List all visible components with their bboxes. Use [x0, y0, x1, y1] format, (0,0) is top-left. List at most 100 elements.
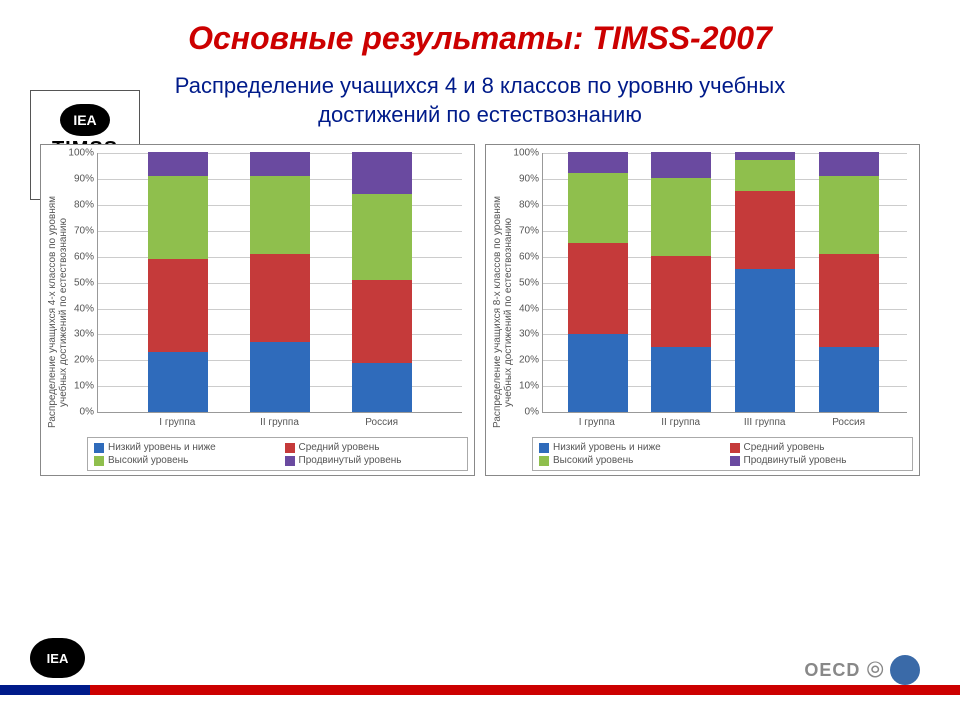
bar	[148, 152, 208, 412]
bar	[651, 152, 711, 412]
legend-swatch-icon	[94, 443, 104, 453]
plot-wrap: 0%10%20%30%40%50%60%70%80%90%100% I групп…	[506, 153, 913, 471]
bar-segment-adv	[819, 152, 879, 175]
ytick-label: 60%	[507, 251, 539, 262]
plot-area: 0%10%20%30%40%50%60%70%80%90%100%	[542, 153, 907, 413]
x-axis: I группаII группаIII группаРоссия	[542, 413, 907, 437]
ytick-label: 20%	[62, 355, 94, 366]
legend-swatch-icon	[539, 456, 549, 466]
ytick-label: 0%	[507, 407, 539, 418]
legend-swatch-icon	[539, 443, 549, 453]
bar-segment-low	[651, 347, 711, 412]
bar	[568, 152, 628, 412]
xtick-label: I группа	[159, 417, 195, 428]
bar-segment-adv	[250, 152, 310, 175]
ytick-label: 40%	[507, 303, 539, 314]
iea-oval-icon: IEA	[60, 104, 110, 136]
bar-segment-adv	[735, 152, 795, 160]
legend-item-adv: Продвинутый уровень	[730, 455, 907, 466]
bar-segment-low	[568, 334, 628, 412]
ytick-label: 100%	[62, 148, 94, 159]
bar-segment-low	[148, 352, 208, 412]
legend-item-low: Низкий уровень и ниже	[94, 442, 271, 453]
ytick-label: 100%	[507, 148, 539, 159]
bar-segment-mid	[651, 256, 711, 347]
bar-segment-low	[352, 363, 412, 412]
legend-label: Продвинутый уровень	[299, 455, 402, 466]
bar-segment-high	[352, 194, 412, 280]
bar-segment-adv	[651, 152, 711, 178]
bar	[735, 152, 795, 412]
legend-item-high: Высокий уровень	[94, 455, 271, 466]
ytick-label: 10%	[507, 381, 539, 392]
legend-label: Средний уровень	[299, 442, 380, 453]
xtick-label: III группа	[744, 417, 786, 428]
xtick-label: II группа	[661, 417, 700, 428]
legend-swatch-icon	[285, 443, 295, 453]
ytick-label: 30%	[62, 329, 94, 340]
legend: Низкий уровень и ниже Средний уровень Высо…	[87, 437, 468, 471]
legend-label: Средний уровень	[744, 442, 825, 453]
legend-item-adv: Продвинутый уровень	[285, 455, 462, 466]
bar-segment-high	[568, 173, 628, 243]
globe-icon: ⦾	[866, 657, 884, 683]
xtick-label: Россия	[365, 417, 398, 428]
bar-segment-high	[250, 176, 310, 254]
legend-label: Высокий уровень	[553, 455, 633, 466]
chart-left: Распределение учащихся 4-х классов по ур…	[40, 144, 475, 476]
legend-swatch-icon	[285, 456, 295, 466]
legend-item-mid: Средний уровень	[730, 442, 907, 453]
ytick-label: 50%	[62, 277, 94, 288]
x-axis: I группа II группа Россия	[97, 413, 462, 437]
y-axis-label: Распределение учащихся 4-х классов по ур…	[47, 153, 61, 471]
bar-segment-mid	[568, 243, 628, 334]
legend-label: Низкий уровень и ниже	[108, 442, 216, 453]
footer-bar-right	[90, 685, 960, 695]
legend-label: Низкий уровень и ниже	[553, 442, 661, 453]
bar-segment-high	[819, 176, 879, 254]
xtick-label: I группа	[579, 417, 615, 428]
chart-inner: Распределение учащихся 4-х классов по ур…	[47, 153, 468, 471]
footer-right-logos: OECD ⦾	[804, 655, 920, 685]
ytick-label: 70%	[507, 225, 539, 236]
bar-segment-adv	[568, 152, 628, 173]
charts-row: Распределение учащихся 4-х классов по ур…	[40, 144, 920, 476]
bar-segment-high	[651, 178, 711, 256]
legend-label: Высокий уровень	[108, 455, 188, 466]
circle-icon	[890, 655, 920, 685]
subtitle: Распределение учащихся 4 и 8 классов по …	[120, 72, 840, 129]
oecd-text: OECD	[804, 660, 860, 681]
footer-iea-icon: IEA	[30, 638, 85, 678]
bar-segment-adv	[352, 152, 412, 194]
ytick-label: 70%	[62, 225, 94, 236]
legend-item-low: Низкий уровень и ниже	[539, 442, 716, 453]
plot-wrap: 0%10%20%30%40%50%60%70%80%90%100%I групп…	[61, 153, 468, 471]
plot-area: 0%10%20%30%40%50%60%70%80%90%100%	[97, 153, 462, 413]
legend-swatch-icon	[94, 456, 104, 466]
bar-segment-low	[735, 269, 795, 412]
xtick-label: II группа	[260, 417, 299, 428]
chart-right: Распределение учащихся 8-х классов по ур…	[485, 144, 920, 476]
ytick-label: 90%	[507, 174, 539, 185]
ytick-label: 40%	[62, 303, 94, 314]
legend-item-mid: Средний уровень	[285, 442, 462, 453]
bar-segment-mid	[352, 280, 412, 363]
bar	[352, 152, 412, 412]
chart-inner: Распределение учащихся 8-х классов по ур…	[492, 153, 913, 471]
bar-segment-low	[819, 347, 879, 412]
ytick-label: 0%	[62, 407, 94, 418]
legend: Низкий уровень и ниже Средний уровень Высо…	[532, 437, 913, 471]
slide: Основные результаты: TIMSS-2007 IEA TIMS…	[0, 0, 960, 720]
legend-swatch-icon	[730, 456, 740, 466]
bar-segment-adv	[148, 152, 208, 175]
footer-bar	[0, 685, 960, 695]
y-axis-label: Распределение учащихся 8-х классов по ур…	[492, 153, 506, 471]
main-title: Основные результаты: TIMSS-2007	[40, 20, 920, 57]
bar	[819, 152, 879, 412]
bar-segment-low	[250, 342, 310, 412]
ytick-label: 30%	[507, 329, 539, 340]
legend-swatch-icon	[730, 443, 740, 453]
ytick-label: 20%	[507, 355, 539, 366]
ytick-label: 80%	[507, 199, 539, 210]
bar-segment-high	[735, 160, 795, 191]
